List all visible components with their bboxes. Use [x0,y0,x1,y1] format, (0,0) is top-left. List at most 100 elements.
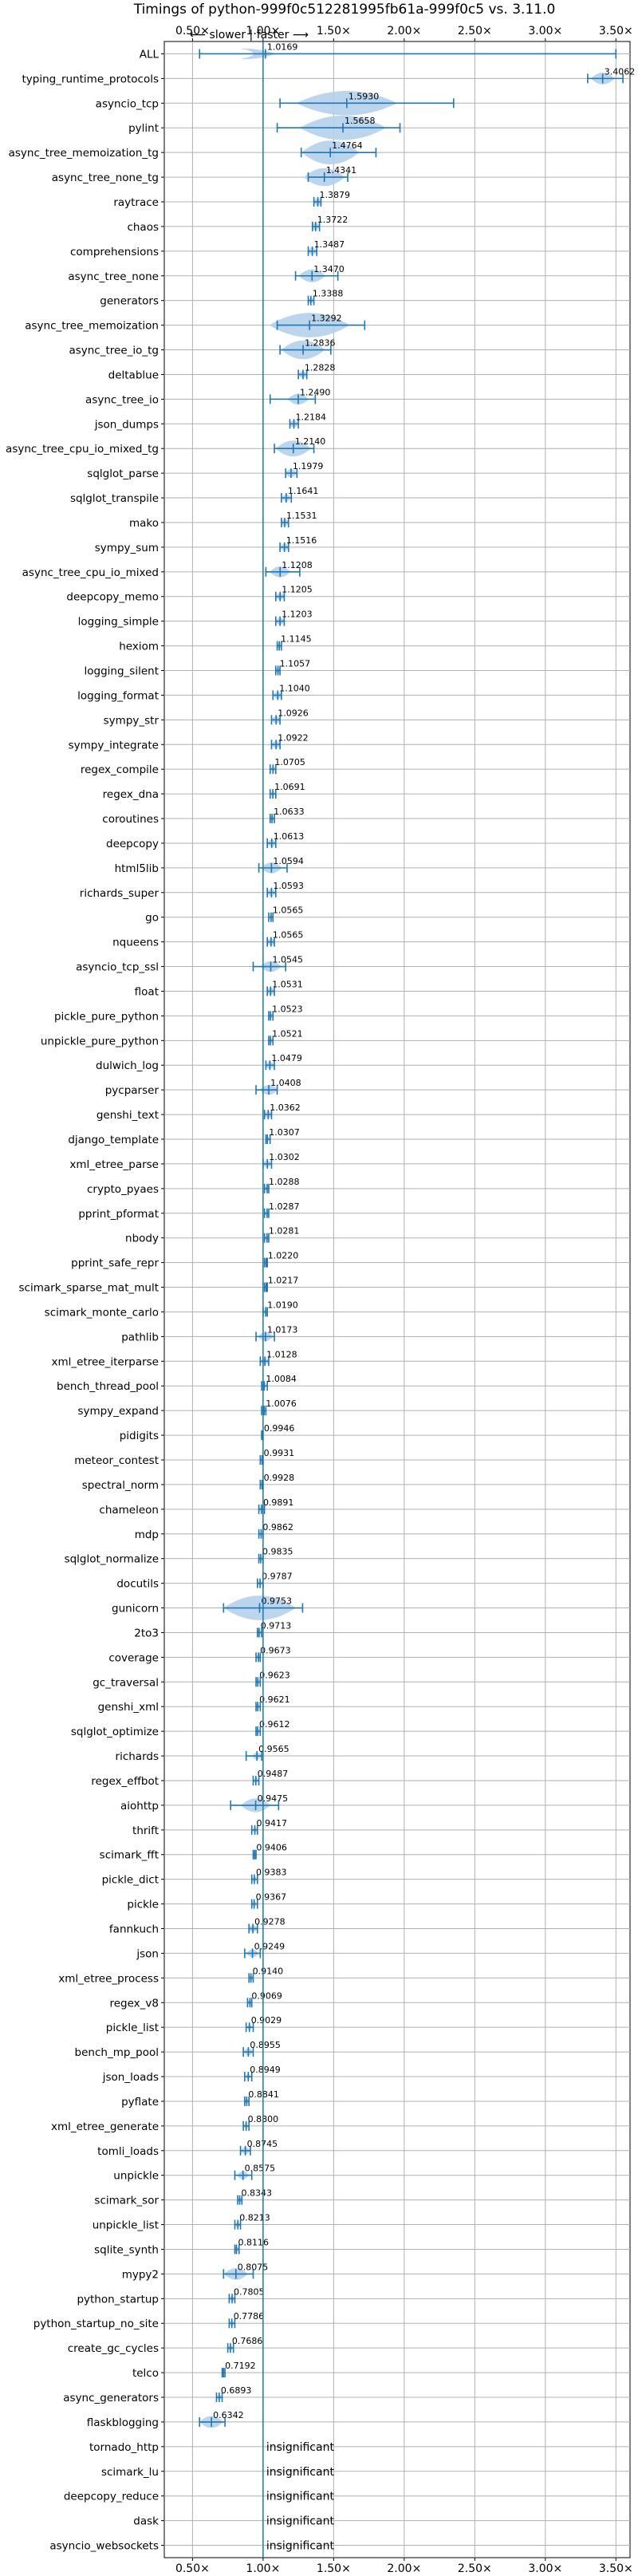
category-label: pickle_dict [102,1874,159,1887]
value-label: 1.0691 [274,782,305,792]
value-label: 1.1145 [281,634,312,645]
value-label: 3.4062 [605,66,636,77]
category-label: tomli_loads [97,2145,159,2158]
category-label: sympy_expand [77,1405,159,1418]
value-label: 0.9713 [261,1620,292,1631]
value-label: 1.3470 [313,264,345,274]
category-label: pprint_safe_repr [71,1257,159,1270]
category-label: crypto_pyaes [87,1183,159,1196]
value-label: 1.2140 [295,436,326,447]
category-label: bench_mp_pool [75,2046,159,2059]
category-label: unpickle_pure_python [41,1035,159,1047]
value-label: 1.0084 [266,1374,297,1384]
value-label: 1.0190 [267,1300,298,1310]
category-label: pyflate [121,2096,159,2109]
value-label: 0.9753 [262,1596,293,1607]
category-label: spectral_norm [82,1479,159,1492]
value-label: 0.7192 [225,2361,256,2371]
category-label: pycparser [105,1084,160,1097]
category-label: scimark_fft [100,1849,159,1862]
x-tick-label-bottom: 0.50× [175,2562,210,2575]
category-label: python_startup [77,2293,159,2306]
category-label: async_tree_cpu_io_mixed [22,566,159,579]
category-label: asyncio_tcp [96,97,159,110]
insignificant-label: insignificant [266,2441,335,2454]
category-label: json_dumps [94,418,159,431]
category-label: sqlglot_parse [87,467,159,480]
category-label: async_tree_memoization [25,320,159,333]
category-label: html5lib [115,862,159,875]
category-label: unpickle_list [93,2219,159,2232]
category-label: coverage [108,1651,159,1664]
value-label: 1.1979 [293,461,324,471]
category-label: chaos [127,221,159,234]
category-label: raytrace [113,196,159,209]
value-label: 0.8745 [247,2139,278,2149]
category-label: regex_v8 [109,1997,159,2010]
category-label: genshi_xml [98,1701,159,1714]
value-label: 1.0288 [269,1177,300,1187]
category-label: sympy_str [104,714,160,727]
category-label: sympy_sum [95,542,159,554]
category-label: sympy_integrate [69,739,159,751]
category-label: generators [100,295,159,308]
value-label: 1.4764 [332,140,363,151]
value-label: 0.9475 [258,1793,289,1804]
category-label: dulwich_log [96,1059,159,1072]
category-label: logging_simple [78,616,159,629]
value-label: 1.0479 [271,1053,302,1063]
category-label: deltablue [108,369,159,381]
category-label: pickle [127,1899,159,1911]
category-label: meteor_contest [74,1454,159,1467]
category-label: python_startup_no_site [33,2318,159,2330]
insignificant-label: insignificant [266,2491,335,2503]
category-label: async_tree_io [85,393,159,406]
category-label: asyncio_websockets [49,2540,159,2553]
value-label: 0.9612 [259,1719,290,1730]
category-label: sqlglot_normalize [65,1553,159,1566]
category-label: deepcopy_memo [66,591,159,604]
value-label: 1.0613 [274,831,305,842]
x-tick-label-top: 2.00× [387,25,421,37]
value-label: 0.9862 [262,1522,293,1533]
value-label: 1.3292 [311,314,342,324]
chart-title: Timings of python-999f0c512281995fb61a-9… [133,2,556,18]
category-label: pickle_list [106,2022,159,2034]
category-label: xml_etree_iterparse [52,1355,160,1368]
value-label: 0.8116 [238,2237,270,2247]
category-label: scimark_monte_carlo [45,1306,159,1319]
value-label: 0.7805 [234,2286,265,2297]
category-label: bench_thread_pool [57,1380,159,1393]
category-label: django_template [68,1134,159,1146]
category-label: pickle_pure_python [54,1010,159,1023]
value-label: 1.0173 [267,1324,298,1335]
value-label: 1.0594 [273,856,304,866]
category-label: scimark_lu [101,2466,159,2479]
category-label: asyncio_tcp_ssl [76,961,159,974]
value-label: 1.0705 [274,757,305,767]
category-label: xml_etree_process [58,1972,159,1985]
value-label: 1.1203 [282,609,313,620]
value-label: 1.3879 [320,190,351,200]
value-label: 0.7786 [234,2311,265,2322]
category-label: async_tree_memoization_tg [9,147,159,160]
category-label: pprint_pformat [78,1208,159,1221]
value-label: 1.2184 [296,412,327,422]
value-label: 0.9249 [254,1941,286,1951]
value-label: 1.1208 [282,560,313,570]
value-label: 1.0217 [268,1276,299,1286]
plot-frame [163,41,631,2558]
value-label: 1.0169 [267,41,298,52]
category-label: async_generators [63,2392,159,2404]
value-label: 1.4341 [326,165,357,176]
value-label: 1.0523 [272,1004,303,1014]
value-label: 0.9278 [254,1917,286,1927]
category-label: pidigits [120,1430,159,1442]
value-label: 0.9406 [256,1843,287,1853]
category-label: gunicorn [112,1603,159,1615]
value-label: 1.2828 [305,362,336,373]
x-tick-label-top: 3.50× [599,25,633,37]
value-label: 0.9891 [263,1497,294,1508]
category-label: go [145,912,159,925]
